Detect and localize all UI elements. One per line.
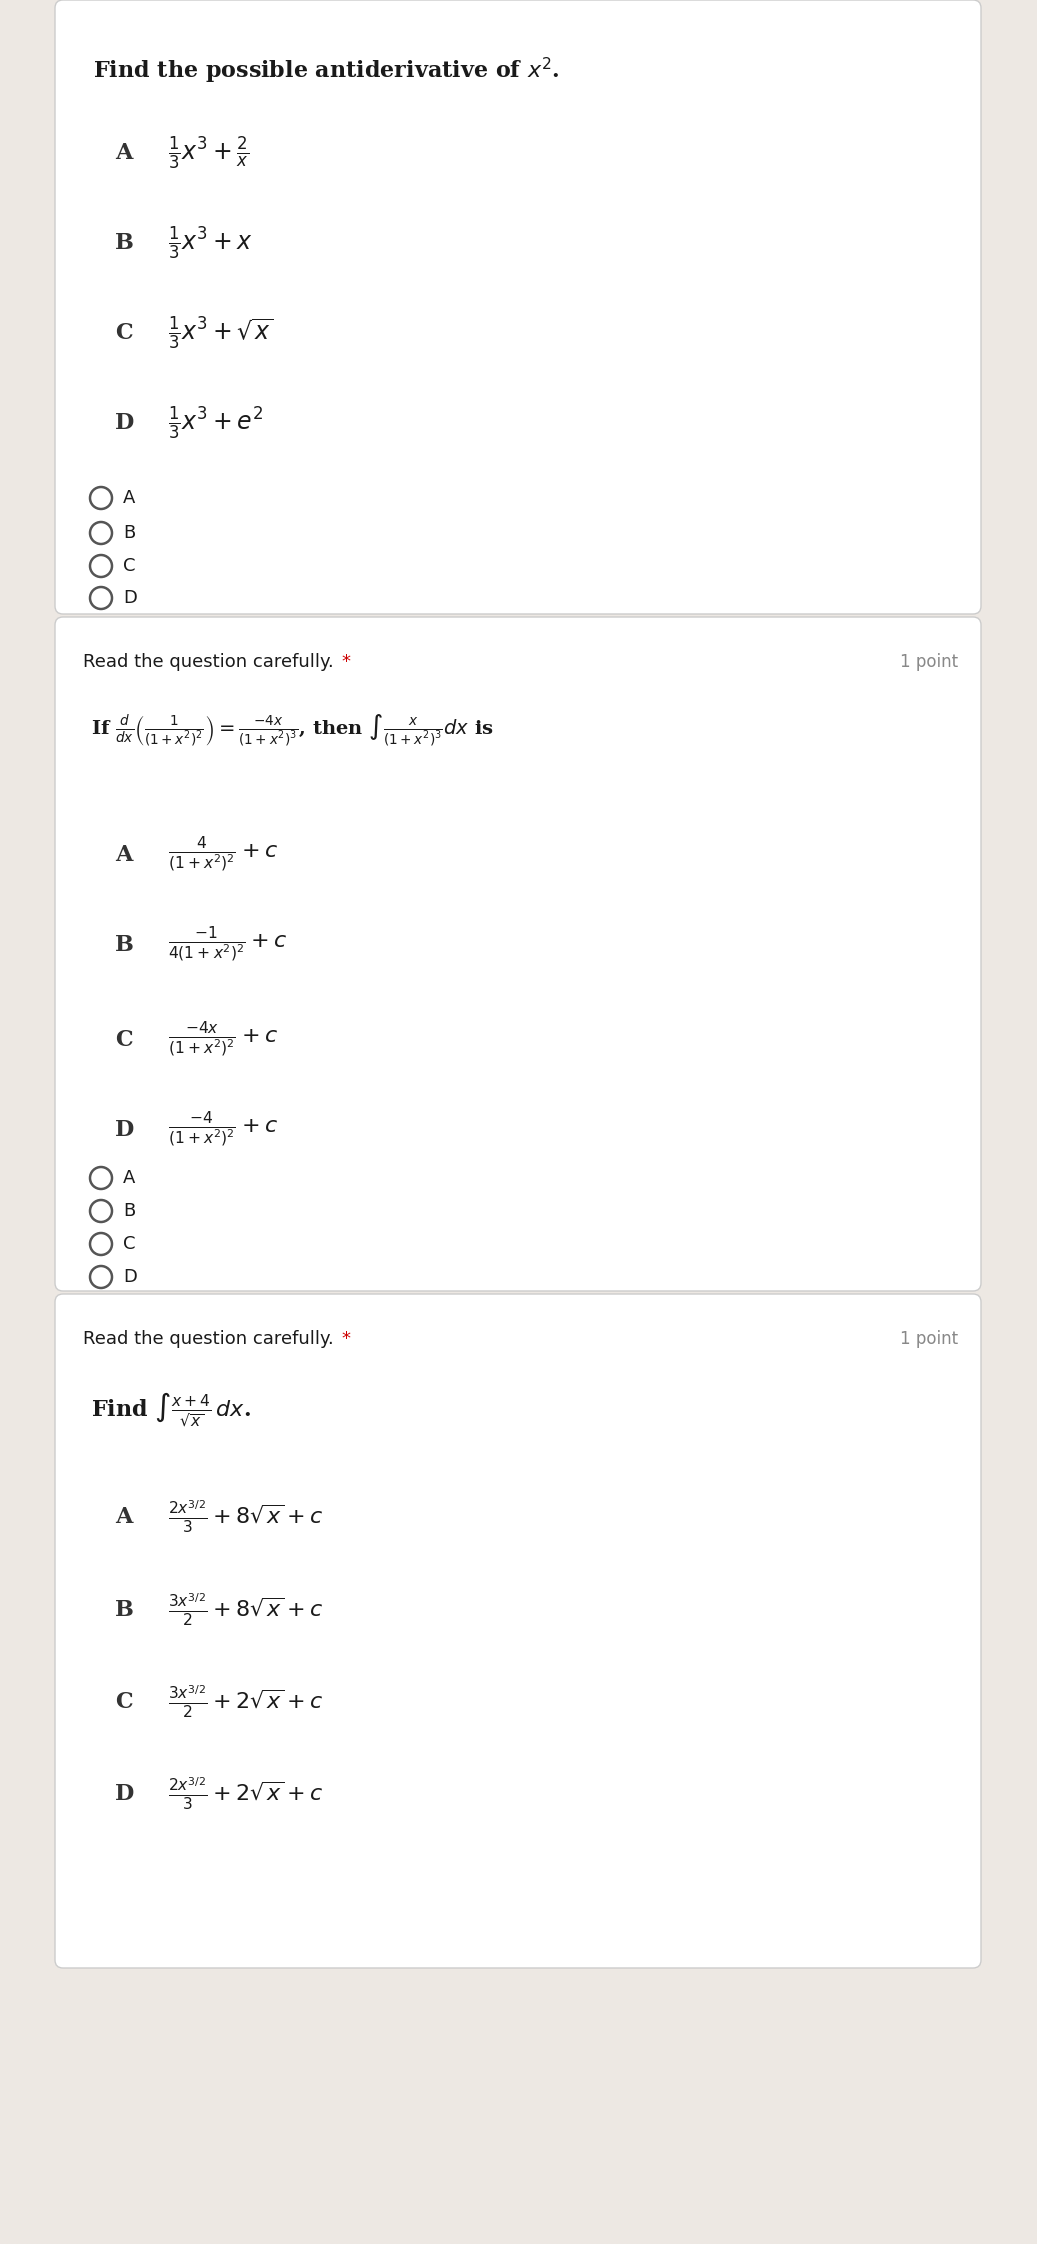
Text: $\frac{-4}{(1+x^2)^2}+c$: $\frac{-4}{(1+x^2)^2}+c$ — [168, 1111, 278, 1151]
Text: $\frac{3x^{3/2}}{2}+8\sqrt{x}+c$: $\frac{3x^{3/2}}{2}+8\sqrt{x}+c$ — [168, 1591, 324, 1629]
Text: A: A — [123, 489, 136, 507]
Text: B: B — [123, 525, 135, 543]
Text: D: D — [115, 1120, 134, 1140]
Text: A: A — [115, 844, 133, 866]
Text: D: D — [115, 1784, 134, 1804]
Text: A: A — [115, 1506, 133, 1528]
Text: $\frac{3x^{3/2}}{2}+2\sqrt{x}+c$: $\frac{3x^{3/2}}{2}+2\sqrt{x}+c$ — [168, 1683, 324, 1721]
Text: C: C — [123, 557, 136, 574]
Text: Read the question carefully.: Read the question carefully. — [83, 653, 339, 671]
Text: Find the possible antiderivative of $x^2$.: Find the possible antiderivative of $x^2… — [93, 56, 560, 85]
FancyBboxPatch shape — [55, 1295, 981, 1968]
Text: C: C — [123, 1234, 136, 1252]
Text: B: B — [123, 1203, 135, 1221]
Text: If $\frac{d}{dx}\left(\frac{1}{(1+x^2)^2}\right)=\frac{-4x}{(1+x^2)^3}$, then $\: If $\frac{d}{dx}\left(\frac{1}{(1+x^2)^2… — [91, 714, 494, 747]
Text: $\frac{1}{3}x^3+x$: $\frac{1}{3}x^3+x$ — [168, 224, 253, 263]
Text: $\frac{4}{(1+x^2)^2}+c$: $\frac{4}{(1+x^2)^2}+c$ — [168, 835, 278, 875]
Text: B: B — [115, 1600, 134, 1620]
Text: 1 point: 1 point — [900, 1331, 958, 1349]
Text: $\frac{-4x}{(1+x^2)^2}+c$: $\frac{-4x}{(1+x^2)^2}+c$ — [168, 1019, 278, 1059]
Text: B: B — [115, 934, 134, 956]
Text: Find $\int\frac{x+4}{\sqrt{x}}\,dx$.: Find $\int\frac{x+4}{\sqrt{x}}\,dx$. — [91, 1389, 251, 1429]
Text: C: C — [115, 321, 133, 343]
Text: D: D — [115, 413, 134, 433]
Text: A: A — [115, 141, 133, 164]
Text: D: D — [123, 588, 137, 606]
Text: $\frac{1}{3}x^3+\sqrt{x}$: $\frac{1}{3}x^3+\sqrt{x}$ — [168, 314, 274, 352]
Text: $\frac{1}{3}x^3+\frac{2}{x}$: $\frac{1}{3}x^3+\frac{2}{x}$ — [168, 135, 249, 173]
Text: B: B — [115, 231, 134, 254]
Text: A: A — [123, 1169, 136, 1187]
Text: D: D — [123, 1268, 137, 1286]
Text: 1 point: 1 point — [900, 653, 958, 671]
Text: *: * — [341, 653, 351, 671]
Text: $\frac{1}{3}x^3+e^2$: $\frac{1}{3}x^3+e^2$ — [168, 404, 263, 442]
Text: $\frac{2x^{3/2}}{3}+2\sqrt{x}+c$: $\frac{2x^{3/2}}{3}+2\sqrt{x}+c$ — [168, 1775, 324, 1813]
Text: $\frac{-1}{4(1+x^2)^2}+c$: $\frac{-1}{4(1+x^2)^2}+c$ — [168, 925, 288, 965]
Text: C: C — [115, 1030, 133, 1050]
FancyBboxPatch shape — [55, 0, 981, 615]
FancyBboxPatch shape — [55, 617, 981, 1290]
Text: C: C — [115, 1692, 133, 1712]
Text: $\frac{2x^{3/2}}{3}+8\sqrt{x}+c$: $\frac{2x^{3/2}}{3}+8\sqrt{x}+c$ — [168, 1499, 324, 1535]
Text: *: * — [341, 1331, 351, 1349]
Text: Read the question carefully.: Read the question carefully. — [83, 1331, 339, 1349]
